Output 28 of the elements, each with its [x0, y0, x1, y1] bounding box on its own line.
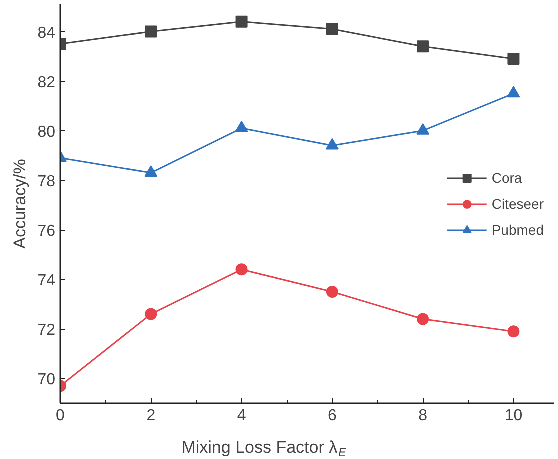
legend-label: Pubmed [492, 222, 544, 238]
y-tick-label: 72 [38, 322, 56, 340]
x-tick-label: 8 [418, 408, 428, 424]
point [508, 53, 520, 66]
y-tick-label: 82 [38, 74, 56, 92]
x-tick-label: 2 [146, 408, 156, 424]
x-tick-label: 0 [56, 408, 66, 424]
legend-label: Citeseer [492, 196, 544, 212]
y-tick-label: 80 [38, 124, 56, 141]
point [326, 286, 338, 298]
legend-label: Cora [492, 170, 522, 186]
y-tick-label: 74 [38, 272, 56, 290]
point [417, 313, 430, 326]
point [145, 26, 158, 38]
y-tick-label: 78 [38, 173, 56, 190]
point [508, 326, 520, 338]
point [236, 16, 248, 28]
point [236, 264, 248, 276]
x-tick-label: 10 [504, 408, 523, 424]
y-tick-label: 76 [38, 223, 56, 240]
y-axis-title: Accuracy/% [10, 159, 30, 249]
x-tick-label: 4 [237, 408, 246, 424]
x-tick-label: 6 [328, 408, 337, 424]
point [326, 23, 338, 36]
point [417, 40, 430, 53]
point [145, 308, 158, 320]
y-tick-label: 84 [38, 24, 56, 42]
y-tick-label: 70 [38, 372, 56, 389]
